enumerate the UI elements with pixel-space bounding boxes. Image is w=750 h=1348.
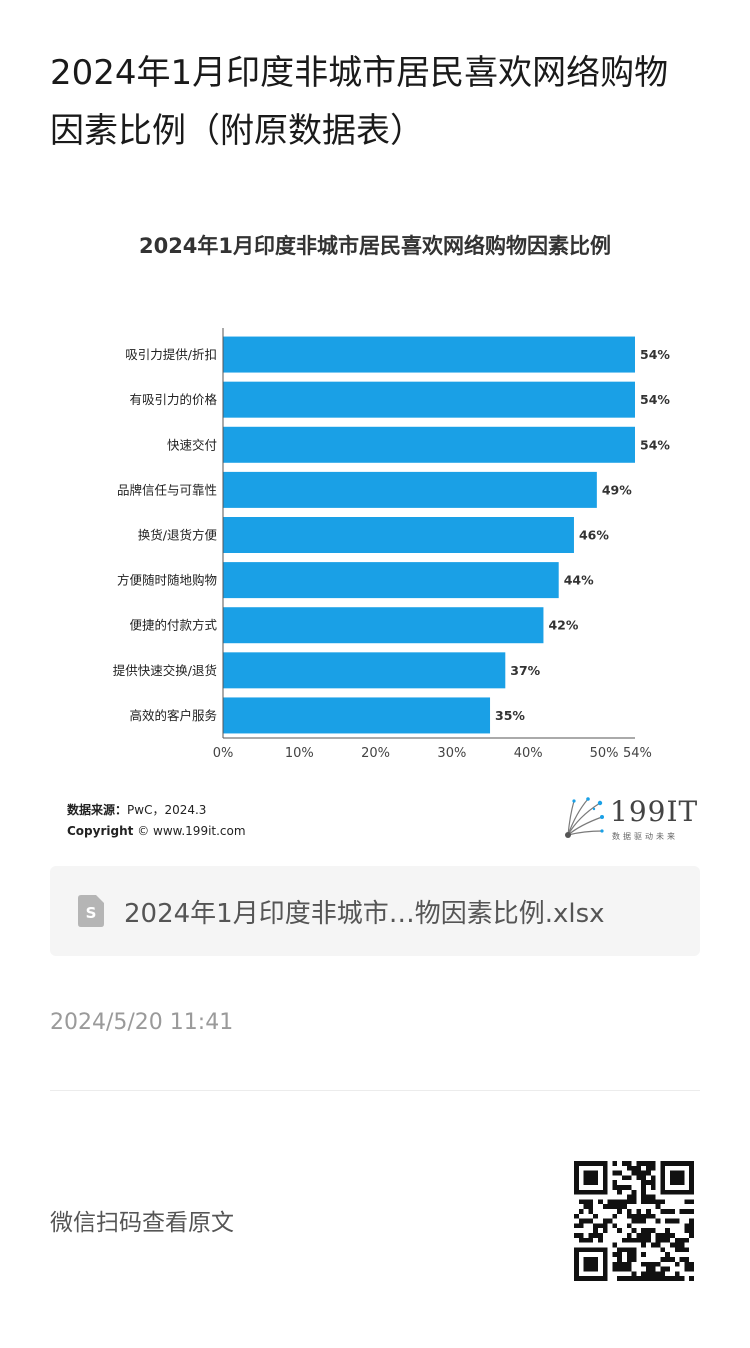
qr-code-icon[interactable] (574, 1161, 694, 1281)
chart-title: 2024年1月印度非城市居民喜欢网络购物因素比例 (138, 234, 612, 258)
dandelion-logo-icon (565, 797, 604, 838)
x-tick-label: 50% (590, 746, 619, 761)
bar-chart: 吸引力提供/折扣 54% 有吸引力的价格 54% 快速交付 54% 品牌信任与可靠性 49% 换… (113, 328, 670, 761)
bar (223, 697, 491, 734)
category-label: 有吸引力的价格 (129, 392, 217, 407)
attachment-card[interactable]: S 2024年1月印度非城市…物因素比例.xlsx (50, 866, 700, 956)
attachment-file-name: 2024年1月印度非城市…物因素比例.xlsx (124, 898, 605, 929)
category-label: 吸引力提供/折扣 (125, 347, 217, 362)
bar (223, 471, 597, 508)
data-label: 54% (640, 347, 670, 362)
bar (223, 336, 635, 373)
data-source: 数据来源：PwC，2024.3 Copyright © www.199it.co… (67, 800, 246, 842)
brand-name: 199IT (610, 795, 699, 828)
bar (223, 652, 506, 689)
data-label: 54% (640, 437, 670, 452)
data-label: 49% (602, 482, 632, 497)
x-tick-label: 30% (437, 746, 466, 761)
category-label: 快速交付 (167, 437, 217, 452)
data-label: 42% (548, 618, 578, 633)
bar (223, 426, 635, 463)
publish-timestamp: 2024/5/20 11:41 (50, 1010, 234, 1035)
category-label: 换货/退货方便 (138, 528, 218, 543)
data-label: 37% (510, 663, 540, 678)
chart-figure: 吸引力提供/折扣 54% 有吸引力的价格 54% 快速交付 54% 品牌信任与可靠性 49% 换… (50, 210, 700, 850)
category-label: 方便随时随地购物 (117, 573, 217, 588)
qr-modules (574, 1161, 694, 1281)
category-label: 提供快速交换/退货 (113, 663, 217, 678)
spreadsheet-file-icon: S (78, 895, 104, 927)
x-tick-label: 54% (623, 746, 652, 761)
data-label: 46% (579, 528, 609, 543)
copyright-value: © www.199it.com (137, 824, 246, 838)
x-tick-label: 40% (514, 746, 543, 761)
bar (223, 517, 574, 553)
bar (223, 562, 559, 599)
qr-hint-text: 微信扫码查看原文 (50, 1210, 234, 1236)
source-label: 数据来源： (67, 803, 128, 817)
x-tick-label: 10% (285, 746, 314, 761)
category-label: 品牌信任与可靠性 (117, 482, 217, 497)
svg-text:S: S (86, 904, 97, 922)
copyright-label: Copyright (67, 824, 134, 838)
brand-tagline: 数据驱动未来 (612, 832, 678, 841)
article-title: 2024年1月印度非城市居民喜欢网络购物因素比例（附原数据表） (50, 53, 669, 151)
bar (223, 607, 544, 644)
category-label: 便捷的付款方式 (129, 618, 217, 633)
x-tick-label: 0% (213, 746, 234, 761)
data-label: 44% (564, 573, 594, 588)
data-label: 35% (495, 708, 525, 723)
divider (50, 1090, 700, 1091)
x-tick-label: 20% (361, 746, 390, 761)
bar (223, 381, 635, 418)
brand-logo: 199IT 数据驱动未来 (560, 793, 700, 843)
source-value: PwC，2024.3 (127, 803, 207, 817)
category-label: 高效的客户服务 (129, 708, 217, 723)
data-label: 54% (640, 392, 670, 407)
